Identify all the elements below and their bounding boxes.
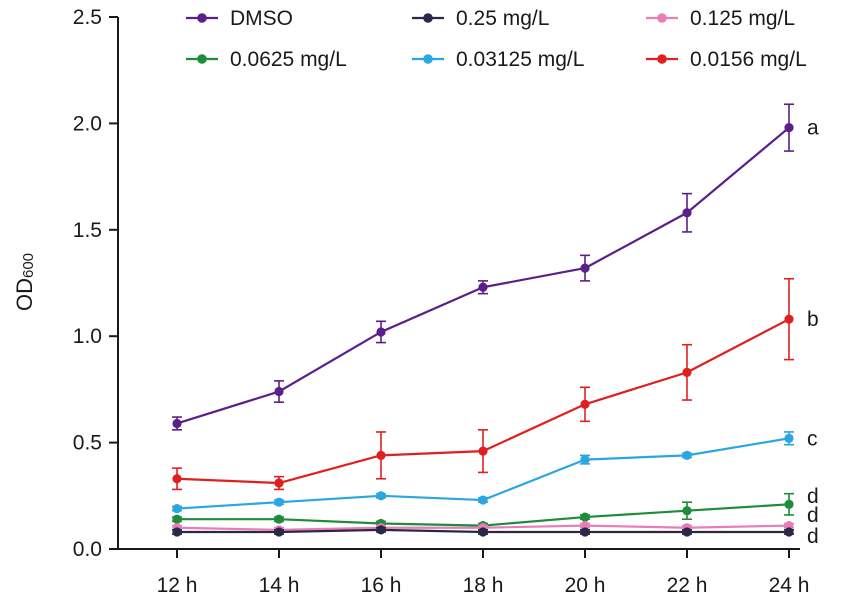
data-point: [172, 514, 182, 524]
legend-item: 0.0625 mg/L: [186, 48, 347, 71]
x-tick-label: 16 h: [361, 574, 402, 597]
data-point: [376, 525, 386, 535]
data-point: [580, 512, 590, 522]
legend: DMSO 0.25 mg/L 0.125 mg/L 0.0625 mg/L 0.0312…: [186, 7, 807, 71]
y-tick-label: 0.0: [73, 538, 102, 561]
data-point: [274, 386, 284, 397]
legend-item: 0.125 mg/L: [646, 7, 795, 30]
data-point: [784, 433, 794, 443]
series-1: [172, 525, 794, 537]
legend-item: 0.0156 mg/L: [646, 48, 807, 71]
data-point: [274, 478, 284, 488]
significance-letter: d: [807, 504, 819, 527]
data-point: [580, 263, 590, 273]
data-point: [478, 446, 488, 456]
y-tick-label: 1.5: [73, 219, 102, 242]
y-tick-labels: 0.0 0.5 1.0 1.5 2.0 2.5: [73, 6, 102, 561]
data-point: [172, 474, 182, 484]
legend-marker: [423, 54, 433, 64]
data-point: [580, 527, 590, 537]
data-point: [682, 527, 692, 537]
data-point: [784, 314, 794, 324]
legend-marker: [197, 54, 207, 64]
data-point: [376, 491, 386, 501]
legend-marker: [657, 54, 667, 64]
axes: [109, 16, 800, 558]
data-point: [682, 367, 692, 377]
y-tick-label: 0.5: [73, 432, 102, 455]
data-point: [682, 208, 692, 218]
data-point: [478, 282, 488, 292]
legend-label: 0.0156 mg/L: [690, 48, 807, 71]
y-tick-label: 2.0: [73, 112, 102, 135]
significance-letters: a b c ddd: [807, 117, 819, 549]
legend-marker: [423, 13, 433, 23]
data-point: [376, 450, 386, 460]
data-point: [172, 527, 182, 537]
x-tick-label: 22 h: [667, 574, 708, 597]
significance-letter: d: [807, 485, 819, 508]
series-5: [172, 277, 794, 491]
data-point: [172, 418, 182, 429]
legend-label: 0.0625 mg/L: [230, 48, 347, 71]
x-tick-label: 20 h: [565, 574, 606, 597]
legend-label: DMSO: [230, 7, 293, 30]
legend-item: 0.25 mg/L: [412, 7, 549, 30]
series-4: [172, 431, 794, 514]
x-tick-label: 12 h: [157, 574, 198, 597]
legend-item: 0.03125 mg/L: [412, 48, 584, 71]
x-tick-label: 18 h: [463, 574, 504, 597]
series-layer: [172, 103, 794, 537]
data-point: [580, 399, 590, 409]
data-point: [682, 506, 692, 516]
data-point: [784, 499, 794, 509]
legend-label: 0.25 mg/L: [456, 7, 549, 30]
y-tick-label: 1.0: [73, 325, 102, 348]
x-tick-label: 24 h: [769, 574, 810, 597]
data-point: [580, 520, 590, 531]
data-point: [478, 527, 488, 537]
legend-item: DMSO: [186, 7, 293, 30]
series-line: [176, 126, 790, 425]
y-axis-label: OD600: [12, 253, 37, 311]
legend-label: 0.125 mg/L: [690, 7, 795, 30]
significance-letter: a: [807, 117, 819, 140]
legend-marker: [657, 13, 667, 23]
legend-marker: [197, 13, 207, 23]
data-point: [274, 527, 284, 537]
data-point: [274, 514, 284, 524]
significance-letter: c: [807, 427, 818, 450]
significance-letter: b: [807, 308, 819, 331]
x-tick-labels: 12 h 14 h 16 h 18 h 20 h 22 h 24 h: [157, 574, 810, 597]
y-tick-label: 2.5: [73, 6, 102, 29]
series-0: [172, 103, 794, 431]
data-point: [376, 327, 386, 337]
significance-letter: d: [807, 525, 819, 548]
data-point: [784, 123, 794, 133]
data-point: [478, 495, 488, 505]
data-point: [784, 527, 794, 537]
legend-label: 0.03125 mg/L: [456, 48, 584, 71]
data-point: [682, 450, 692, 460]
x-tick-label: 14 h: [259, 574, 300, 597]
data-point: [580, 455, 590, 465]
data-point: [172, 503, 182, 514]
data-point: [784, 520, 794, 531]
data-point: [274, 497, 284, 507]
